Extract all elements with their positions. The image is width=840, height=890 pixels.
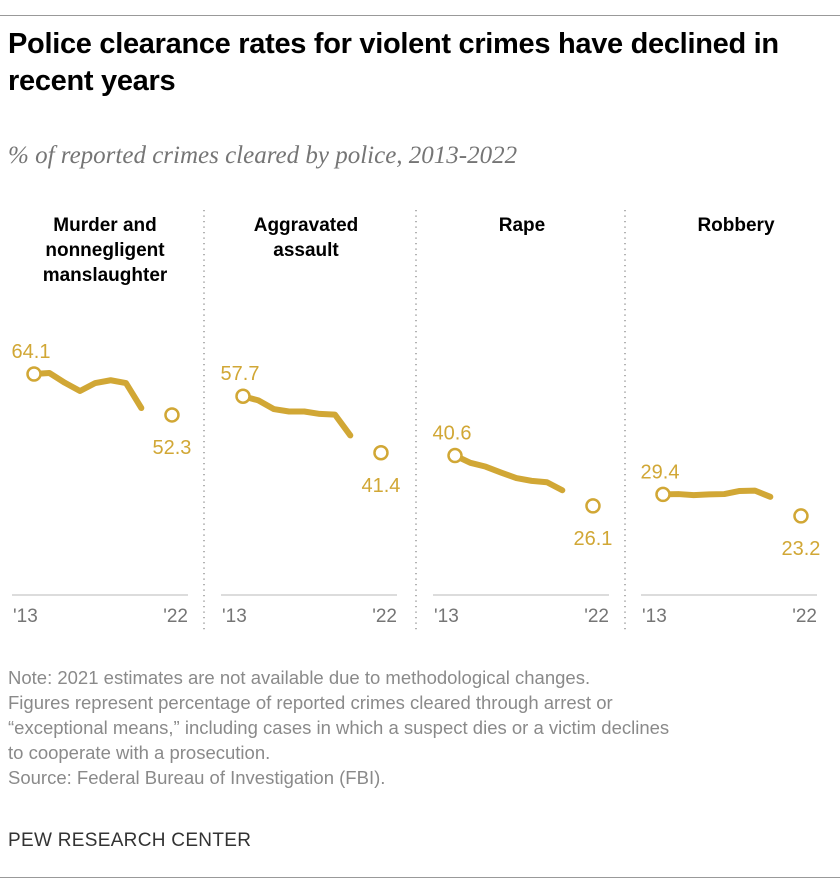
x-tick-label: '22 [584, 606, 609, 627]
x-tick-label: '13 [434, 606, 459, 627]
notes: Note: 2021 estimates are not available d… [8, 665, 838, 790]
series-line [452, 452, 566, 494]
series-line [31, 369, 145, 412]
series-line [240, 393, 354, 439]
chart-subtitle: % of reported crimes cleared by police, … [8, 142, 518, 169]
data-point-start [447, 447, 463, 464]
data-label-end: 41.4 [362, 475, 401, 497]
data-point-end [373, 445, 389, 461]
source-line: Source: Federal Bureau of Investigation … [8, 767, 386, 788]
panel-title: Aggravated [254, 215, 359, 236]
data-point-start [26, 366, 42, 382]
panel-title: Rape [499, 215, 545, 236]
data-point-end [164, 407, 180, 423]
x-tick-label: '13 [13, 606, 38, 627]
data-point-start [655, 486, 671, 503]
x-tick-label: '22 [372, 606, 397, 627]
note-line: to cooperate with a prosecution. [8, 742, 271, 763]
panel-title: nonnegligent [45, 240, 165, 261]
data-label-end: 26.1 [574, 528, 613, 550]
data-label-end: 23.2 [782, 538, 821, 560]
series-line [660, 487, 774, 500]
data-point-end [585, 498, 601, 514]
data-label-start: 40.6 [433, 423, 472, 445]
top-rule [0, 15, 840, 16]
note-line: Note: 2021 estimates are not available d… [8, 667, 591, 688]
small-multiples-chart: Murder and nonnegligent manslaughter '13 '22… [12, 210, 821, 630]
bottom-rule [0, 877, 840, 878]
data-point-start [235, 388, 251, 404]
panel-title: Murder and [53, 215, 156, 236]
data-point-end [793, 508, 809, 524]
note-line: “exceptional means,” including cases in … [8, 717, 670, 738]
x-tick-label: '13 [642, 606, 667, 627]
data-label-start: 57.7 [221, 363, 260, 385]
data-label-end: 52.3 [153, 437, 192, 459]
x-tick-label: '22 [163, 606, 188, 627]
chart-title: Police clearance rates for violent crime… [8, 28, 779, 97]
x-tick-label: '22 [792, 606, 817, 627]
x-tick-label: '13 [222, 606, 247, 627]
panel-title: manslaughter [43, 265, 168, 286]
note-line: Figures represent percentage of reported… [8, 692, 613, 713]
brand-logo-text: PEW RESEARCH CENTER [8, 830, 252, 851]
data-label-start: 29.4 [641, 461, 680, 483]
data-label-start: 64.1 [12, 341, 51, 363]
panel-title: assault [273, 240, 339, 261]
panel-title: Robbery [697, 215, 775, 236]
